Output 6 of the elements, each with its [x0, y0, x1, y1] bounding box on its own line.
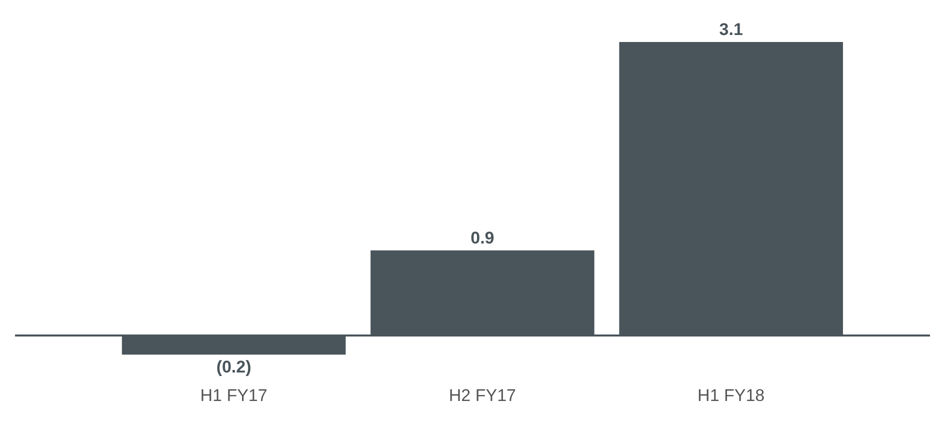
x-tick-label: H1 FY18 [698, 386, 765, 405]
x-tick-label: H1 FY17 [200, 386, 268, 405]
data-label: (0.2) [216, 358, 252, 377]
data-label: 3.1 [719, 20, 743, 39]
x-tick-label: H2 FY17 [448, 386, 516, 405]
data-label: 0.9 [470, 228, 494, 248]
